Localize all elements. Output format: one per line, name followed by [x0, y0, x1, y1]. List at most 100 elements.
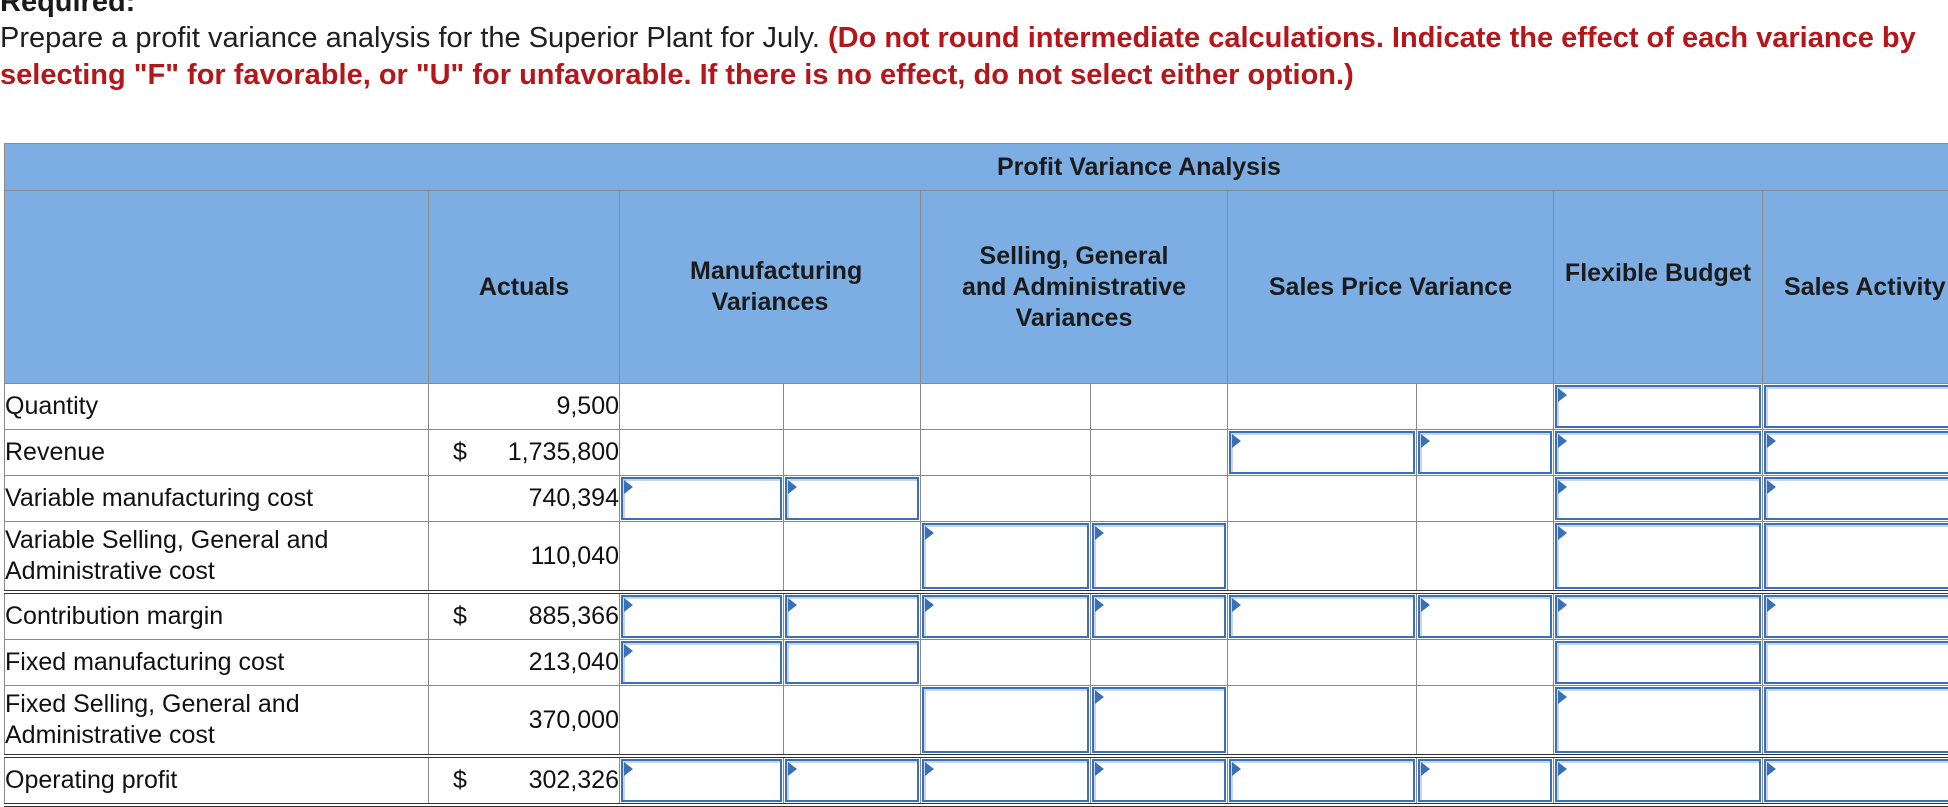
flexible-budget-input[interactable] — [1555, 523, 1761, 589]
input-marker-icon — [624, 644, 633, 658]
sga-variance-amount-input[interactable] — [922, 759, 1089, 802]
mfg-fu-cell — [784, 522, 921, 593]
input-marker-icon — [1767, 480, 1776, 494]
activity-cell — [1763, 592, 1948, 640]
activity-cell — [1763, 522, 1948, 593]
sales-activity-input[interactable] — [1764, 523, 1948, 589]
sales-price-amount-input[interactable] — [1229, 431, 1415, 474]
sga-fu-cell — [1091, 430, 1228, 476]
table-title: Profit Variance Analysis — [5, 144, 1948, 191]
input-marker-icon — [1767, 434, 1776, 448]
sga-variance-amount-input[interactable] — [922, 523, 1089, 589]
sales-activity-input[interactable] — [1764, 641, 1948, 684]
mfg-variance-fu-select[interactable] — [785, 759, 919, 802]
sga-variance-amount-input[interactable] — [922, 687, 1089, 753]
flexible-budget-input[interactable] — [1555, 687, 1761, 753]
sga-amount-cell — [921, 592, 1091, 640]
sga-variance-amount-input[interactable] — [922, 595, 1089, 638]
table-row: Revenue $1,735,800 — [5, 430, 1948, 476]
sales-activity-input[interactable] — [1764, 595, 1948, 638]
actual-cell: $302,326 — [429, 756, 620, 805]
input-marker-icon — [1095, 526, 1104, 540]
header-flexible-budget: Flexible Budget — [1554, 191, 1763, 384]
activity-cell — [1763, 384, 1948, 430]
mfg-fu-cell — [784, 756, 921, 805]
mfg-variance-fu-select[interactable] — [785, 641, 919, 684]
sales-activity-input[interactable] — [1764, 687, 1948, 753]
sga-fu-cell — [1091, 592, 1228, 640]
input-marker-icon — [925, 526, 934, 540]
sga-variance-fu-select[interactable] — [1092, 595, 1226, 638]
activity-cell — [1763, 430, 1948, 476]
actual-cell: $1,735,800 — [429, 430, 620, 476]
actual-value: 1,735,800 — [508, 438, 619, 466]
sales-price-fu-select[interactable] — [1418, 759, 1552, 802]
sga-variance-fu-select[interactable] — [1092, 687, 1226, 753]
mfg-fu-cell — [784, 686, 921, 757]
mfg-amount-cell — [620, 384, 784, 430]
input-marker-icon — [1558, 480, 1567, 494]
row-label: Quantity — [5, 384, 429, 430]
price-fu-cell — [1417, 756, 1554, 805]
row-label: Revenue — [5, 430, 429, 476]
table-row: Variable Selling, General and Administra… — [5, 522, 1948, 593]
sales-price-amount-input[interactable] — [1229, 595, 1415, 638]
flexible-budget-input[interactable] — [1555, 641, 1761, 684]
mfg-variance-fu-select[interactable] — [785, 477, 919, 520]
sales-activity-input[interactable] — [1764, 759, 1948, 802]
mfg-variance-amount-input[interactable] — [621, 477, 782, 520]
sales-price-fu-select[interactable] — [1418, 595, 1552, 638]
price-fu-cell — [1417, 384, 1554, 430]
sga-amount-cell — [921, 430, 1091, 476]
sales-price-fu-select[interactable] — [1418, 431, 1552, 474]
actual-value: 213,040 — [529, 648, 619, 676]
sga-fu-cell — [1091, 522, 1228, 593]
sga-variance-fu-select[interactable] — [1092, 523, 1226, 589]
sga-fu-cell — [1091, 476, 1228, 522]
mfg-fu-cell — [784, 430, 921, 476]
actual-value: 740,394 — [529, 484, 619, 512]
price-amount-cell — [1228, 686, 1417, 757]
mfg-variance-amount-input[interactable] — [621, 595, 782, 638]
actual-cell: 740,394 — [429, 476, 620, 522]
mfg-variance-amount-input[interactable] — [621, 641, 782, 684]
mfg-fu-cell — [784, 384, 921, 430]
flex-cell — [1554, 476, 1763, 522]
input-marker-icon — [1767, 598, 1776, 612]
sales-price-amount-input[interactable] — [1229, 759, 1415, 802]
dollar-sign: $ — [453, 602, 467, 631]
flexible-budget-input[interactable] — [1555, 759, 1761, 802]
table-row: Fixed manufacturing cost 213,040 — [5, 640, 1948, 686]
input-marker-icon — [1095, 598, 1104, 612]
flexible-budget-input[interactable] — [1555, 477, 1761, 520]
sga-amount-cell — [921, 686, 1091, 757]
header-sales-activity: Sales Activity — [1763, 191, 1948, 384]
mfg-variance-fu-select[interactable] — [785, 595, 919, 638]
flex-cell — [1554, 686, 1763, 757]
sga-amount-cell — [921, 384, 1091, 430]
header-sales-price-variance: Sales Price Variance — [1228, 191, 1554, 384]
row-label: Operating profit — [5, 756, 429, 805]
table-row: Quantity 9,500 — [5, 384, 1948, 430]
input-marker-icon — [1232, 598, 1241, 612]
flexible-budget-input[interactable] — [1555, 385, 1761, 428]
sga-amount-cell — [921, 640, 1091, 686]
sga-variance-fu-select[interactable] — [1092, 759, 1226, 802]
sales-activity-input[interactable] — [1764, 385, 1948, 428]
mfg-amount-cell — [620, 640, 784, 686]
sales-activity-input[interactable] — [1764, 431, 1948, 474]
sales-activity-input[interactable] — [1764, 477, 1948, 520]
price-fu-cell — [1417, 640, 1554, 686]
header-actuals: Actuals — [429, 191, 620, 384]
flexible-budget-input[interactable] — [1555, 431, 1761, 474]
mfg-amount-cell — [620, 476, 784, 522]
price-amount-cell — [1228, 592, 1417, 640]
row-label: Variable Selling, General and Administra… — [5, 522, 429, 593]
header-manufacturing-variances: Manufacturing Variances — [620, 191, 921, 384]
price-amount-cell — [1228, 522, 1417, 593]
flexible-budget-input[interactable] — [1555, 595, 1761, 638]
mfg-fu-cell — [784, 476, 921, 522]
mfg-variance-amount-input[interactable] — [621, 759, 782, 802]
mfg-amount-cell — [620, 430, 784, 476]
actual-value: 302,326 — [529, 766, 619, 794]
